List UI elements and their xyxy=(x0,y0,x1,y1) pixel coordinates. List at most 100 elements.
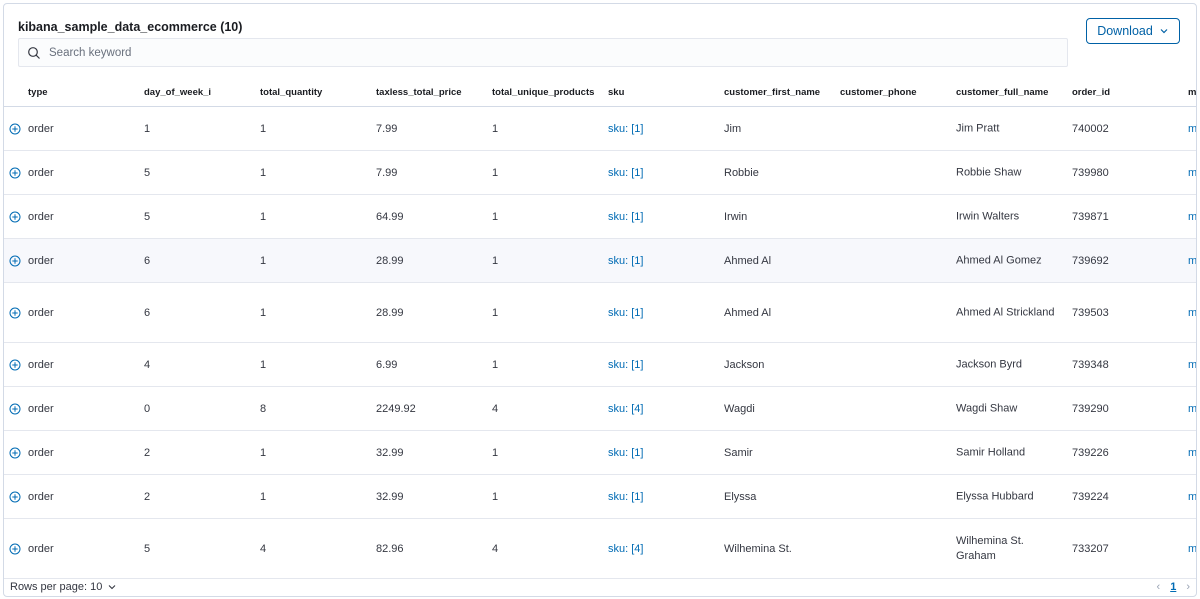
cell-order-id: 739692 xyxy=(1072,254,1109,267)
expand-row-icon[interactable] xyxy=(9,447,21,459)
download-button[interactable]: Download xyxy=(1086,18,1180,44)
cell-total-unique-products: 1 xyxy=(492,122,499,135)
column-header-customer-first-name[interactable]: customer_first_name xyxy=(724,87,821,98)
cell-type: order xyxy=(28,358,54,371)
cell-customer-full-name: Irwin Walters xyxy=(956,210,1020,222)
cell-day-of-week-i: 5 xyxy=(144,542,151,555)
table-footer: Rows per page: 10 ‹ 1 › xyxy=(4,578,1196,596)
column-header-day-of-week-i[interactable]: day_of_week_i xyxy=(144,87,212,98)
cell-customer-full-name: Samir Holland xyxy=(956,446,1026,458)
cell-m[interactable]: m xyxy=(1188,358,1197,371)
expand-row-icon[interactable] xyxy=(9,255,21,267)
cell-taxless-total-price: 28.99 xyxy=(376,306,404,319)
column-header-customer-phone[interactable]: customer_phone xyxy=(840,87,917,98)
data-table: type day_of_week_i total_quantity taxless_t… xyxy=(4,78,1197,579)
cell-m[interactable]: m xyxy=(1188,446,1197,459)
expand-row-icon[interactable] xyxy=(9,123,21,135)
chevron-down-icon xyxy=(108,585,116,590)
data-table-panel: kibana_sample_data_ecommerce (10) Downlo… xyxy=(3,3,1197,597)
pagination: ‹ 1 › xyxy=(1157,581,1190,593)
table-row: order 6 1 28.99 1 sku: [1] Ahmed Al Ahmed Al St… xyxy=(4,283,1197,343)
cell-day-of-week-i: 0 xyxy=(144,402,151,415)
cell-type: order xyxy=(28,306,54,319)
cell-order-id: 739290 xyxy=(1072,402,1109,415)
column-header-order-id[interactable]: order_id xyxy=(1072,87,1111,98)
cell-sku[interactable]: sku: [1] xyxy=(608,358,644,371)
table-body: order 1 1 7.99 1 sku: [1] Jim Jim Pratt 740002 m o… xyxy=(4,107,1197,579)
page-number[interactable]: 1 xyxy=(1170,581,1177,593)
cell-order-id: 739980 xyxy=(1072,166,1109,179)
cell-total-quantity: 1 xyxy=(260,122,267,135)
cell-m[interactable]: m xyxy=(1188,402,1197,415)
cell-sku[interactable]: sku: [1] xyxy=(608,490,644,503)
column-header-taxless-total-price[interactable]: taxless_total_price xyxy=(376,87,462,98)
cell-total-quantity: 1 xyxy=(260,166,267,179)
cell-total-unique-products: 1 xyxy=(492,490,499,503)
cell-customer-full-name: Wagdi Shaw xyxy=(956,402,1018,414)
rows-per-page-selector[interactable]: Rows per page: 10 xyxy=(10,581,117,593)
table-row: order 5 4 82.96 4 sku: [4] Wilhemina St. Wilhem… xyxy=(4,519,1197,579)
cell-total-quantity: 1 xyxy=(260,446,267,459)
search-input[interactable] xyxy=(49,46,1029,59)
column-header-customer-full-name[interactable]: customer_full_name xyxy=(956,87,1049,98)
expand-row-icon[interactable] xyxy=(9,359,21,371)
cell-m[interactable]: m xyxy=(1188,490,1197,503)
cell-day-of-week-i: 2 xyxy=(144,446,151,459)
cell-m[interactable]: m xyxy=(1188,254,1197,267)
table-row: order 2 1 32.99 1 sku: [1] Elyssa Elyssa Hubbar… xyxy=(4,475,1197,519)
cell-total-unique-products: 1 xyxy=(492,254,499,267)
cell-customer-full-name: Jackson Byrd xyxy=(956,358,1023,370)
table-row: order 4 1 6.99 1 sku: [1] Jackson Jackson Byrd 7… xyxy=(4,343,1197,387)
cell-m[interactable]: m xyxy=(1188,542,1197,555)
chevron-down-icon xyxy=(1160,29,1168,34)
cell-m[interactable]: m xyxy=(1188,166,1197,179)
table-row: order 0 8 2249.92 4 sku: [4] Wagdi Wagdi Shaw 73… xyxy=(4,387,1197,431)
cell-customer-full-name: Wilhemina St. Graham xyxy=(956,534,1024,562)
column-header-sku[interactable]: sku xyxy=(608,87,625,98)
cell-m[interactable]: m xyxy=(1188,306,1197,319)
cell-type: order xyxy=(28,542,54,555)
cell-sku[interactable]: sku: [1] xyxy=(608,166,644,179)
cell-order-id: 739871 xyxy=(1072,210,1109,223)
cell-total-quantity: 4 xyxy=(260,542,267,555)
cell-day-of-week-i: 6 xyxy=(144,306,151,319)
cell-total-unique-products: 1 xyxy=(492,446,499,459)
cell-sku[interactable]: sku: [1] xyxy=(608,306,644,319)
cell-type: order xyxy=(28,122,54,135)
column-header-type[interactable]: type xyxy=(28,87,48,98)
expand-row-icon[interactable] xyxy=(9,543,21,555)
table-row: order 1 1 7.99 1 sku: [1] Jim Jim Pratt 740002 m xyxy=(4,107,1197,151)
cell-customer-first-name: Ahmed Al xyxy=(724,254,772,267)
cell-m[interactable]: m xyxy=(1188,210,1197,223)
column-header-total-unique-products[interactable]: total_unique_products xyxy=(492,87,595,98)
table-row: order 5 1 7.99 1 sku: [1] Robbie Robbie Shaw 739… xyxy=(4,151,1197,195)
cell-customer-first-name: Elyssa xyxy=(724,490,757,503)
cell-order-id: 739224 xyxy=(1072,490,1109,503)
table-row: order 2 1 32.99 1 sku: [1] Samir Samir Holland 7… xyxy=(4,431,1197,475)
cell-customer-full-name: Robbie Shaw xyxy=(956,166,1022,178)
expand-row-icon[interactable] xyxy=(9,307,21,319)
arrow-right-icon[interactable]: › xyxy=(1186,581,1190,593)
expand-row-icon[interactable] xyxy=(9,167,21,179)
cell-sku[interactable]: sku: [1] xyxy=(608,122,644,135)
cell-sku[interactable]: sku: [4] xyxy=(608,542,644,555)
expand-row-icon[interactable] xyxy=(9,403,21,415)
cell-customer-first-name: Jackson xyxy=(724,358,765,371)
cell-order-id: 739348 xyxy=(1072,358,1109,371)
cell-taxless-total-price: 7.99 xyxy=(376,166,398,179)
cell-taxless-total-price: 6.99 xyxy=(376,358,398,371)
column-header-total-quantity[interactable]: total_quantity xyxy=(260,87,323,98)
expand-row-icon[interactable] xyxy=(9,491,21,503)
arrow-left-icon[interactable]: ‹ xyxy=(1156,581,1161,593)
cell-customer-first-name: Robbie xyxy=(724,166,759,179)
column-header-m[interactable]: m xyxy=(1188,87,1197,98)
cell-sku[interactable]: sku: [4] xyxy=(608,402,644,415)
cell-type: order xyxy=(28,446,54,459)
search-box[interactable] xyxy=(18,38,1068,67)
cell-sku[interactable]: sku: [1] xyxy=(608,446,644,459)
cell-sku[interactable]: sku: [1] xyxy=(608,254,644,267)
cell-sku[interactable]: sku: [1] xyxy=(608,210,644,223)
cell-customer-first-name: Ahmed Al xyxy=(724,306,772,319)
expand-row-icon[interactable] xyxy=(9,211,21,223)
cell-m[interactable]: m xyxy=(1188,122,1197,135)
